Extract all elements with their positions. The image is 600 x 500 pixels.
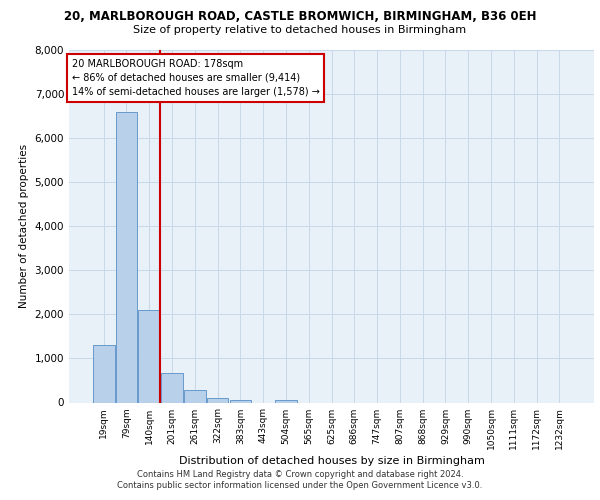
- Bar: [275, 400, 297, 402]
- Bar: [230, 400, 251, 402]
- Y-axis label: Number of detached properties: Number of detached properties: [19, 144, 29, 308]
- Text: Contains public sector information licensed under the Open Government Licence v3: Contains public sector information licen…: [118, 481, 482, 490]
- Bar: [93, 345, 115, 403]
- Bar: [184, 390, 206, 402]
- Text: Contains HM Land Registry data © Crown copyright and database right 2024.: Contains HM Land Registry data © Crown c…: [137, 470, 463, 479]
- Text: 20, MARLBOROUGH ROAD, CASTLE BROMWICH, BIRMINGHAM, B36 0EH: 20, MARLBOROUGH ROAD, CASTLE BROMWICH, B…: [64, 10, 536, 23]
- X-axis label: Distribution of detached houses by size in Birmingham: Distribution of detached houses by size …: [179, 456, 484, 466]
- Text: 20 MARLBOROUGH ROAD: 178sqm
← 86% of detached houses are smaller (9,414)
14% of : 20 MARLBOROUGH ROAD: 178sqm ← 86% of det…: [71, 59, 320, 97]
- Bar: [161, 372, 183, 402]
- Bar: [116, 112, 137, 403]
- Text: Size of property relative to detached houses in Birmingham: Size of property relative to detached ho…: [133, 25, 467, 35]
- Bar: [139, 310, 160, 402]
- Bar: [207, 398, 229, 402]
